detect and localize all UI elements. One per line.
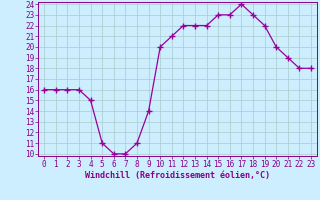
X-axis label: Windchill (Refroidissement éolien,°C): Windchill (Refroidissement éolien,°C)	[85, 171, 270, 180]
